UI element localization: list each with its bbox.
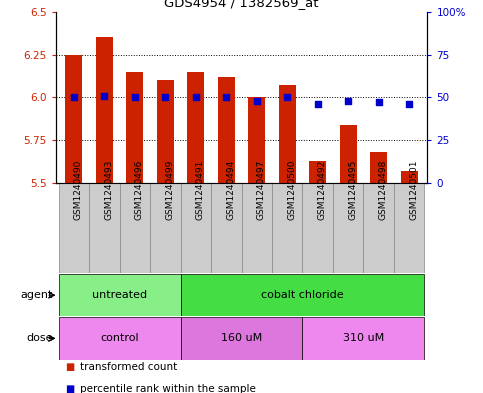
Bar — [127, 72, 143, 183]
Text: GSM1240497: GSM1240497 — [257, 160, 266, 220]
Point — [375, 99, 383, 106]
Point — [222, 94, 230, 100]
Bar — [96, 37, 113, 183]
Bar — [150, 183, 181, 273]
Text: GSM1240496: GSM1240496 — [135, 160, 144, 220]
Bar — [120, 183, 150, 273]
Text: percentile rank within the sample: percentile rank within the sample — [80, 384, 256, 393]
Bar — [272, 183, 302, 273]
Bar — [211, 183, 242, 273]
Text: GSM1240495: GSM1240495 — [348, 160, 357, 220]
Text: GSM1240490: GSM1240490 — [74, 160, 83, 220]
Point — [131, 94, 139, 100]
Text: 310 uM: 310 uM — [343, 333, 384, 343]
Text: GSM1240501: GSM1240501 — [409, 160, 418, 220]
Bar — [394, 183, 425, 273]
Bar — [187, 72, 204, 183]
Text: ■: ■ — [65, 384, 74, 393]
Bar — [302, 317, 425, 360]
Text: GSM1240500: GSM1240500 — [287, 160, 296, 220]
Bar — [66, 55, 82, 183]
Bar — [309, 160, 326, 183]
Text: GSM1240494: GSM1240494 — [226, 160, 235, 220]
Text: control: control — [100, 333, 139, 343]
Bar — [218, 77, 235, 183]
Bar — [401, 171, 417, 183]
Text: GSM1240492: GSM1240492 — [318, 160, 327, 220]
Bar — [340, 125, 356, 183]
Bar — [363, 183, 394, 273]
Bar — [181, 183, 211, 273]
Point — [192, 94, 199, 100]
Text: ■: ■ — [65, 362, 74, 373]
Bar — [333, 183, 363, 273]
Title: GDS4954 / 1382569_at: GDS4954 / 1382569_at — [164, 0, 319, 9]
Bar — [58, 183, 89, 273]
Point — [344, 97, 352, 104]
Bar — [181, 274, 425, 316]
Point — [314, 101, 322, 107]
Point — [284, 94, 291, 100]
Point — [161, 94, 169, 100]
Text: GSM1240491: GSM1240491 — [196, 160, 205, 220]
Bar — [157, 80, 174, 183]
Bar — [370, 152, 387, 183]
Bar — [89, 183, 120, 273]
Text: dose: dose — [27, 333, 53, 343]
Bar — [58, 274, 181, 316]
Text: GSM1240493: GSM1240493 — [104, 160, 114, 220]
Text: 160 uM: 160 uM — [221, 333, 262, 343]
Bar — [248, 97, 265, 183]
Bar — [302, 183, 333, 273]
Text: cobalt chloride: cobalt chloride — [261, 290, 344, 300]
Bar — [58, 317, 181, 360]
Bar — [181, 317, 302, 360]
Text: agent: agent — [21, 290, 53, 300]
Point — [100, 92, 108, 99]
Point — [70, 94, 78, 100]
Point — [405, 101, 413, 107]
Point — [253, 97, 261, 104]
Bar — [279, 85, 296, 183]
Bar — [242, 183, 272, 273]
Text: untreated: untreated — [92, 290, 147, 300]
Text: GSM1240499: GSM1240499 — [165, 160, 174, 220]
Text: GSM1240498: GSM1240498 — [379, 160, 388, 220]
Text: transformed count: transformed count — [80, 362, 177, 373]
